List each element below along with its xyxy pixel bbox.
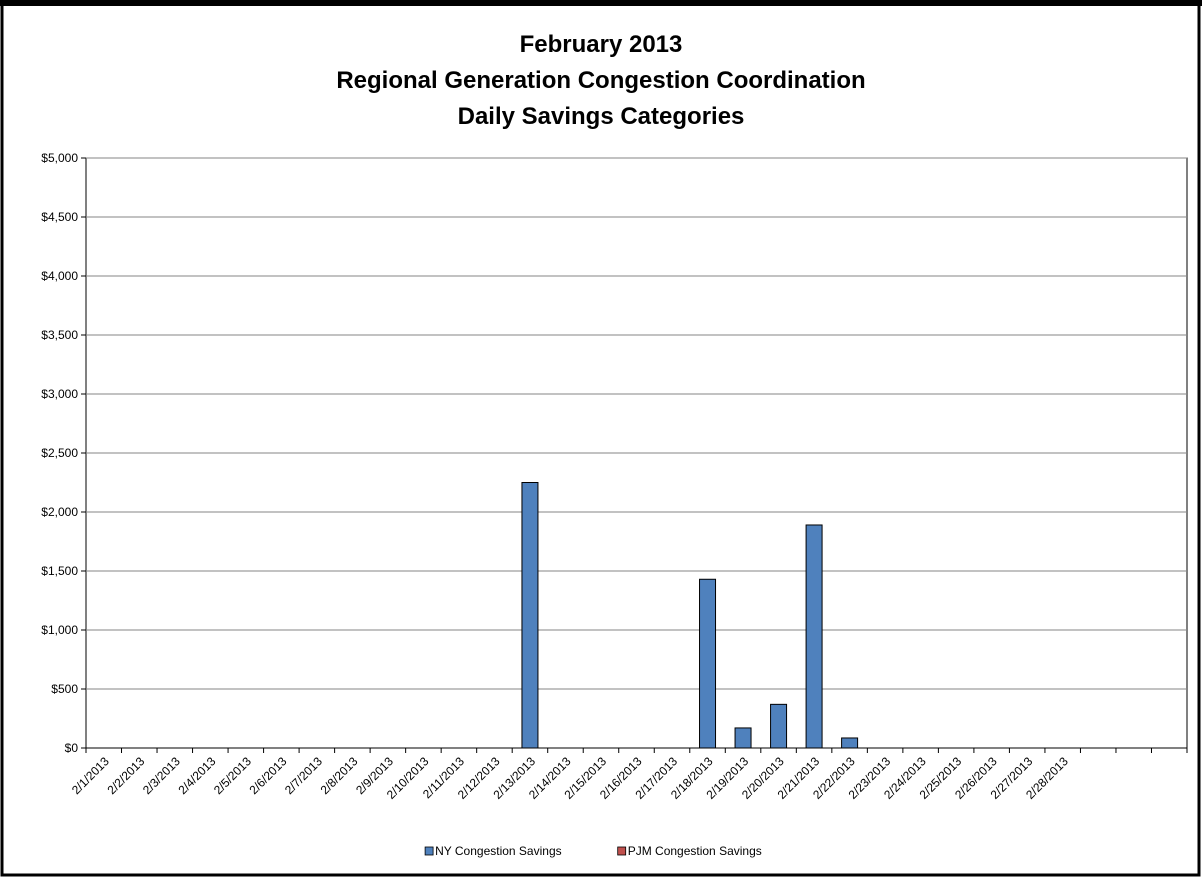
chart-title: Daily Savings Categories [458,103,745,130]
bar [699,578,717,749]
y-tick-label: $5,000 [41,151,78,165]
bar [805,524,823,749]
y-tick-label: $0 [65,741,79,755]
y-tick-label: $3,500 [41,328,78,342]
y-tick-label: $4,000 [41,269,78,283]
y-tick-label: $1,500 [41,564,78,578]
y-tick-label: $3,000 [41,387,78,401]
top-border [0,0,1202,6]
bar [521,482,539,749]
bar [770,703,788,749]
legend-swatch [424,846,434,856]
legend-label: NY Congestion Savings [435,844,562,858]
chart-title: February 2013 [520,31,683,58]
legend-swatch [617,846,627,856]
y-tick-label: $2,500 [41,446,78,460]
y-tick-label: $4,500 [41,210,78,224]
y-tick-label: $1,000 [41,623,78,637]
legend-label: PJM Congestion Savings [628,844,762,858]
bar [841,737,859,749]
y-tick-label: $500 [51,682,78,696]
y-tick-label: $2,000 [41,505,78,519]
bar [734,727,752,749]
chart-title: Regional Generation Congestion Coordinat… [336,67,865,94]
